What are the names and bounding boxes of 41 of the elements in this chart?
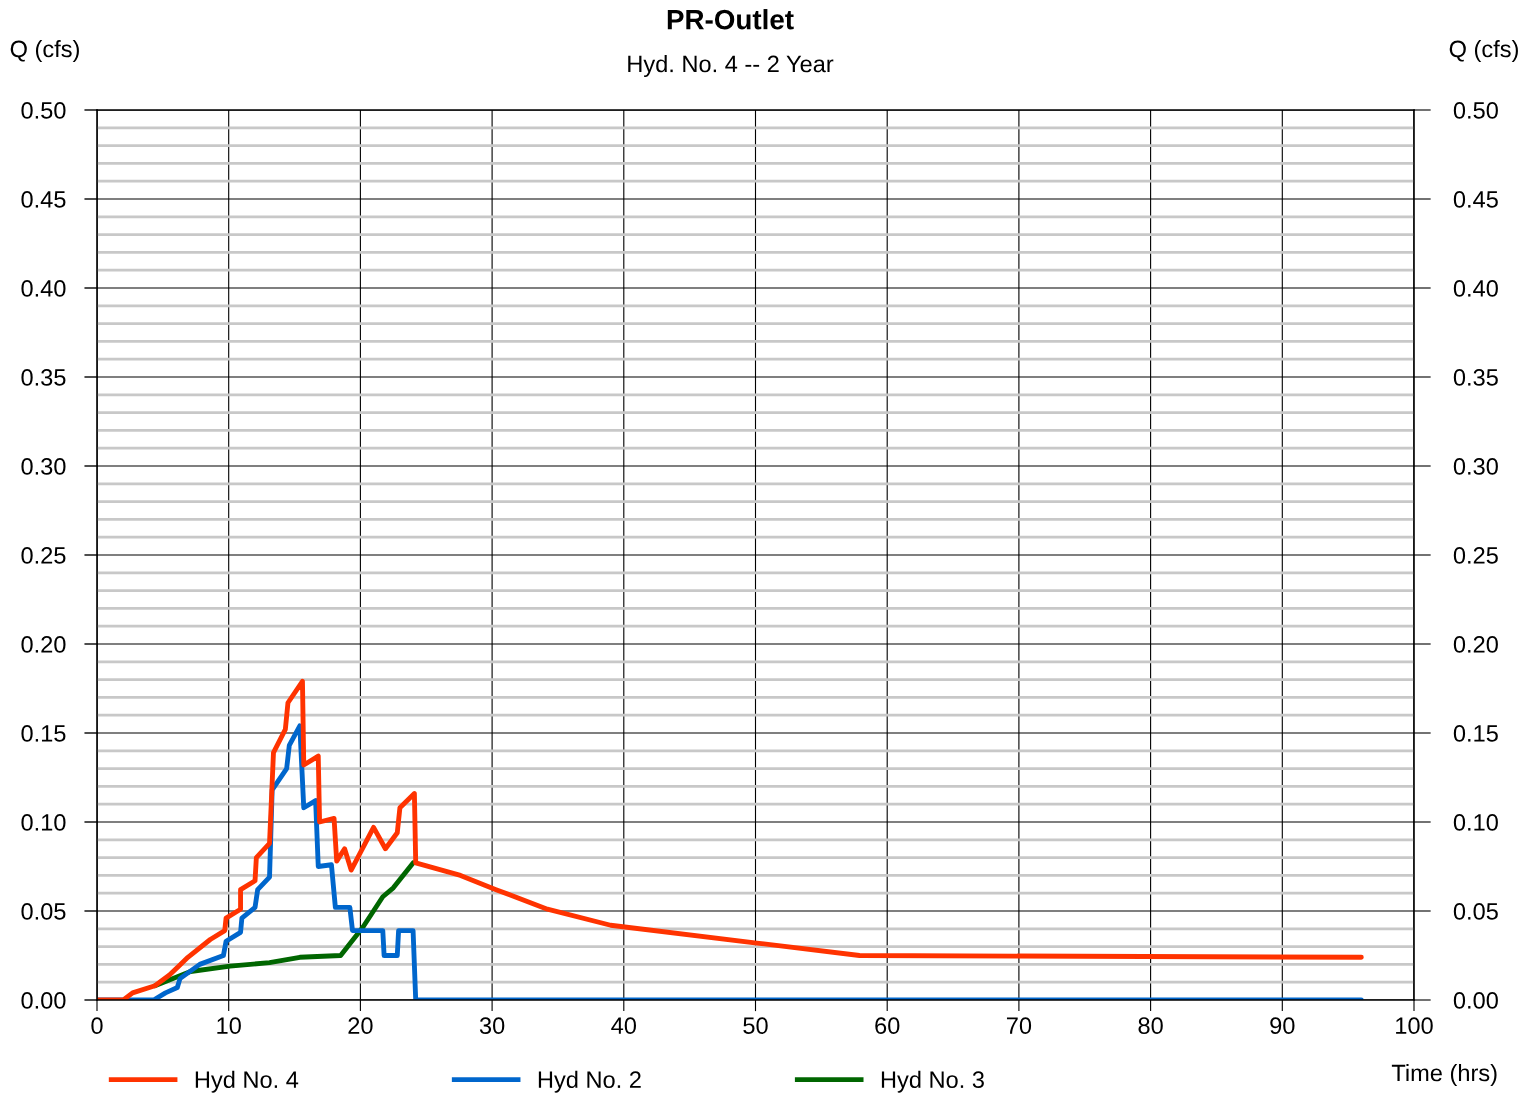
legend-label: Hyd No. 2 xyxy=(538,1070,641,1093)
y2-tick-label: 0.05 xyxy=(1453,903,1498,920)
y-tick-label: 0.15 xyxy=(21,725,66,742)
y2-tick-label: 0.40 xyxy=(1453,280,1498,297)
x-axis-title: Time (hrs) xyxy=(1391,1063,1497,1086)
y-tick-label: 0.10 xyxy=(21,814,66,831)
y2-tick-label: 0.35 xyxy=(1453,369,1498,386)
y-tick-label: 0.00 xyxy=(21,992,66,1009)
y-tick-label: 0.40 xyxy=(21,280,66,297)
x-tick-label: 90 xyxy=(1270,1017,1295,1035)
x-tick-label: 60 xyxy=(875,1017,900,1035)
x-tick-label: 70 xyxy=(1006,1017,1032,1035)
y2-tick-label: 0.20 xyxy=(1453,636,1498,653)
y-tick-label: 0.20 xyxy=(21,636,66,653)
y2-tick-label: 0.50 xyxy=(1453,102,1498,119)
legend-label: Hyd No. 4 xyxy=(195,1070,299,1093)
x-tick-label: 20 xyxy=(348,1017,373,1035)
y-tick-label: 0.50 xyxy=(21,102,66,119)
y2-tick-label: 0.25 xyxy=(1453,547,1498,564)
y-tick-label: 0.05 xyxy=(21,903,66,920)
x-tick-label: 80 xyxy=(1138,1017,1163,1035)
chart-subtitle: Hyd. No. 4 -- 2 Year xyxy=(628,55,834,77)
y2-tick-label: 0.00 xyxy=(1453,992,1498,1009)
y-tick-label: 0.35 xyxy=(21,369,66,386)
y2-axis-title: Q (cfs) xyxy=(1449,40,1518,62)
y2-tick-label: 0.45 xyxy=(1453,191,1498,208)
x-tick-label: 30 xyxy=(479,1017,505,1035)
y2-tick-label: 0.10 xyxy=(1453,814,1498,831)
chart-title: PR-Outlet xyxy=(667,9,794,30)
y2-tick-label: 0.15 xyxy=(1453,725,1498,742)
x-tick-label: 50 xyxy=(743,1017,768,1035)
x-tick-label: 40 xyxy=(611,1017,637,1035)
y-tick-label: 0.45 xyxy=(21,191,66,208)
x-tick-label: 100 xyxy=(1396,1017,1433,1035)
y2-tick-label: 0.30 xyxy=(1453,458,1498,475)
y-tick-label: 0.25 xyxy=(21,547,66,564)
legend-label: Hyd No. 3 xyxy=(881,1070,984,1093)
y-tick-label: 0.30 xyxy=(21,458,66,475)
y-axis-title: Q (cfs) xyxy=(10,40,79,62)
x-tick-label: 0 xyxy=(91,1017,103,1035)
x-tick-label: 10 xyxy=(217,1017,241,1035)
